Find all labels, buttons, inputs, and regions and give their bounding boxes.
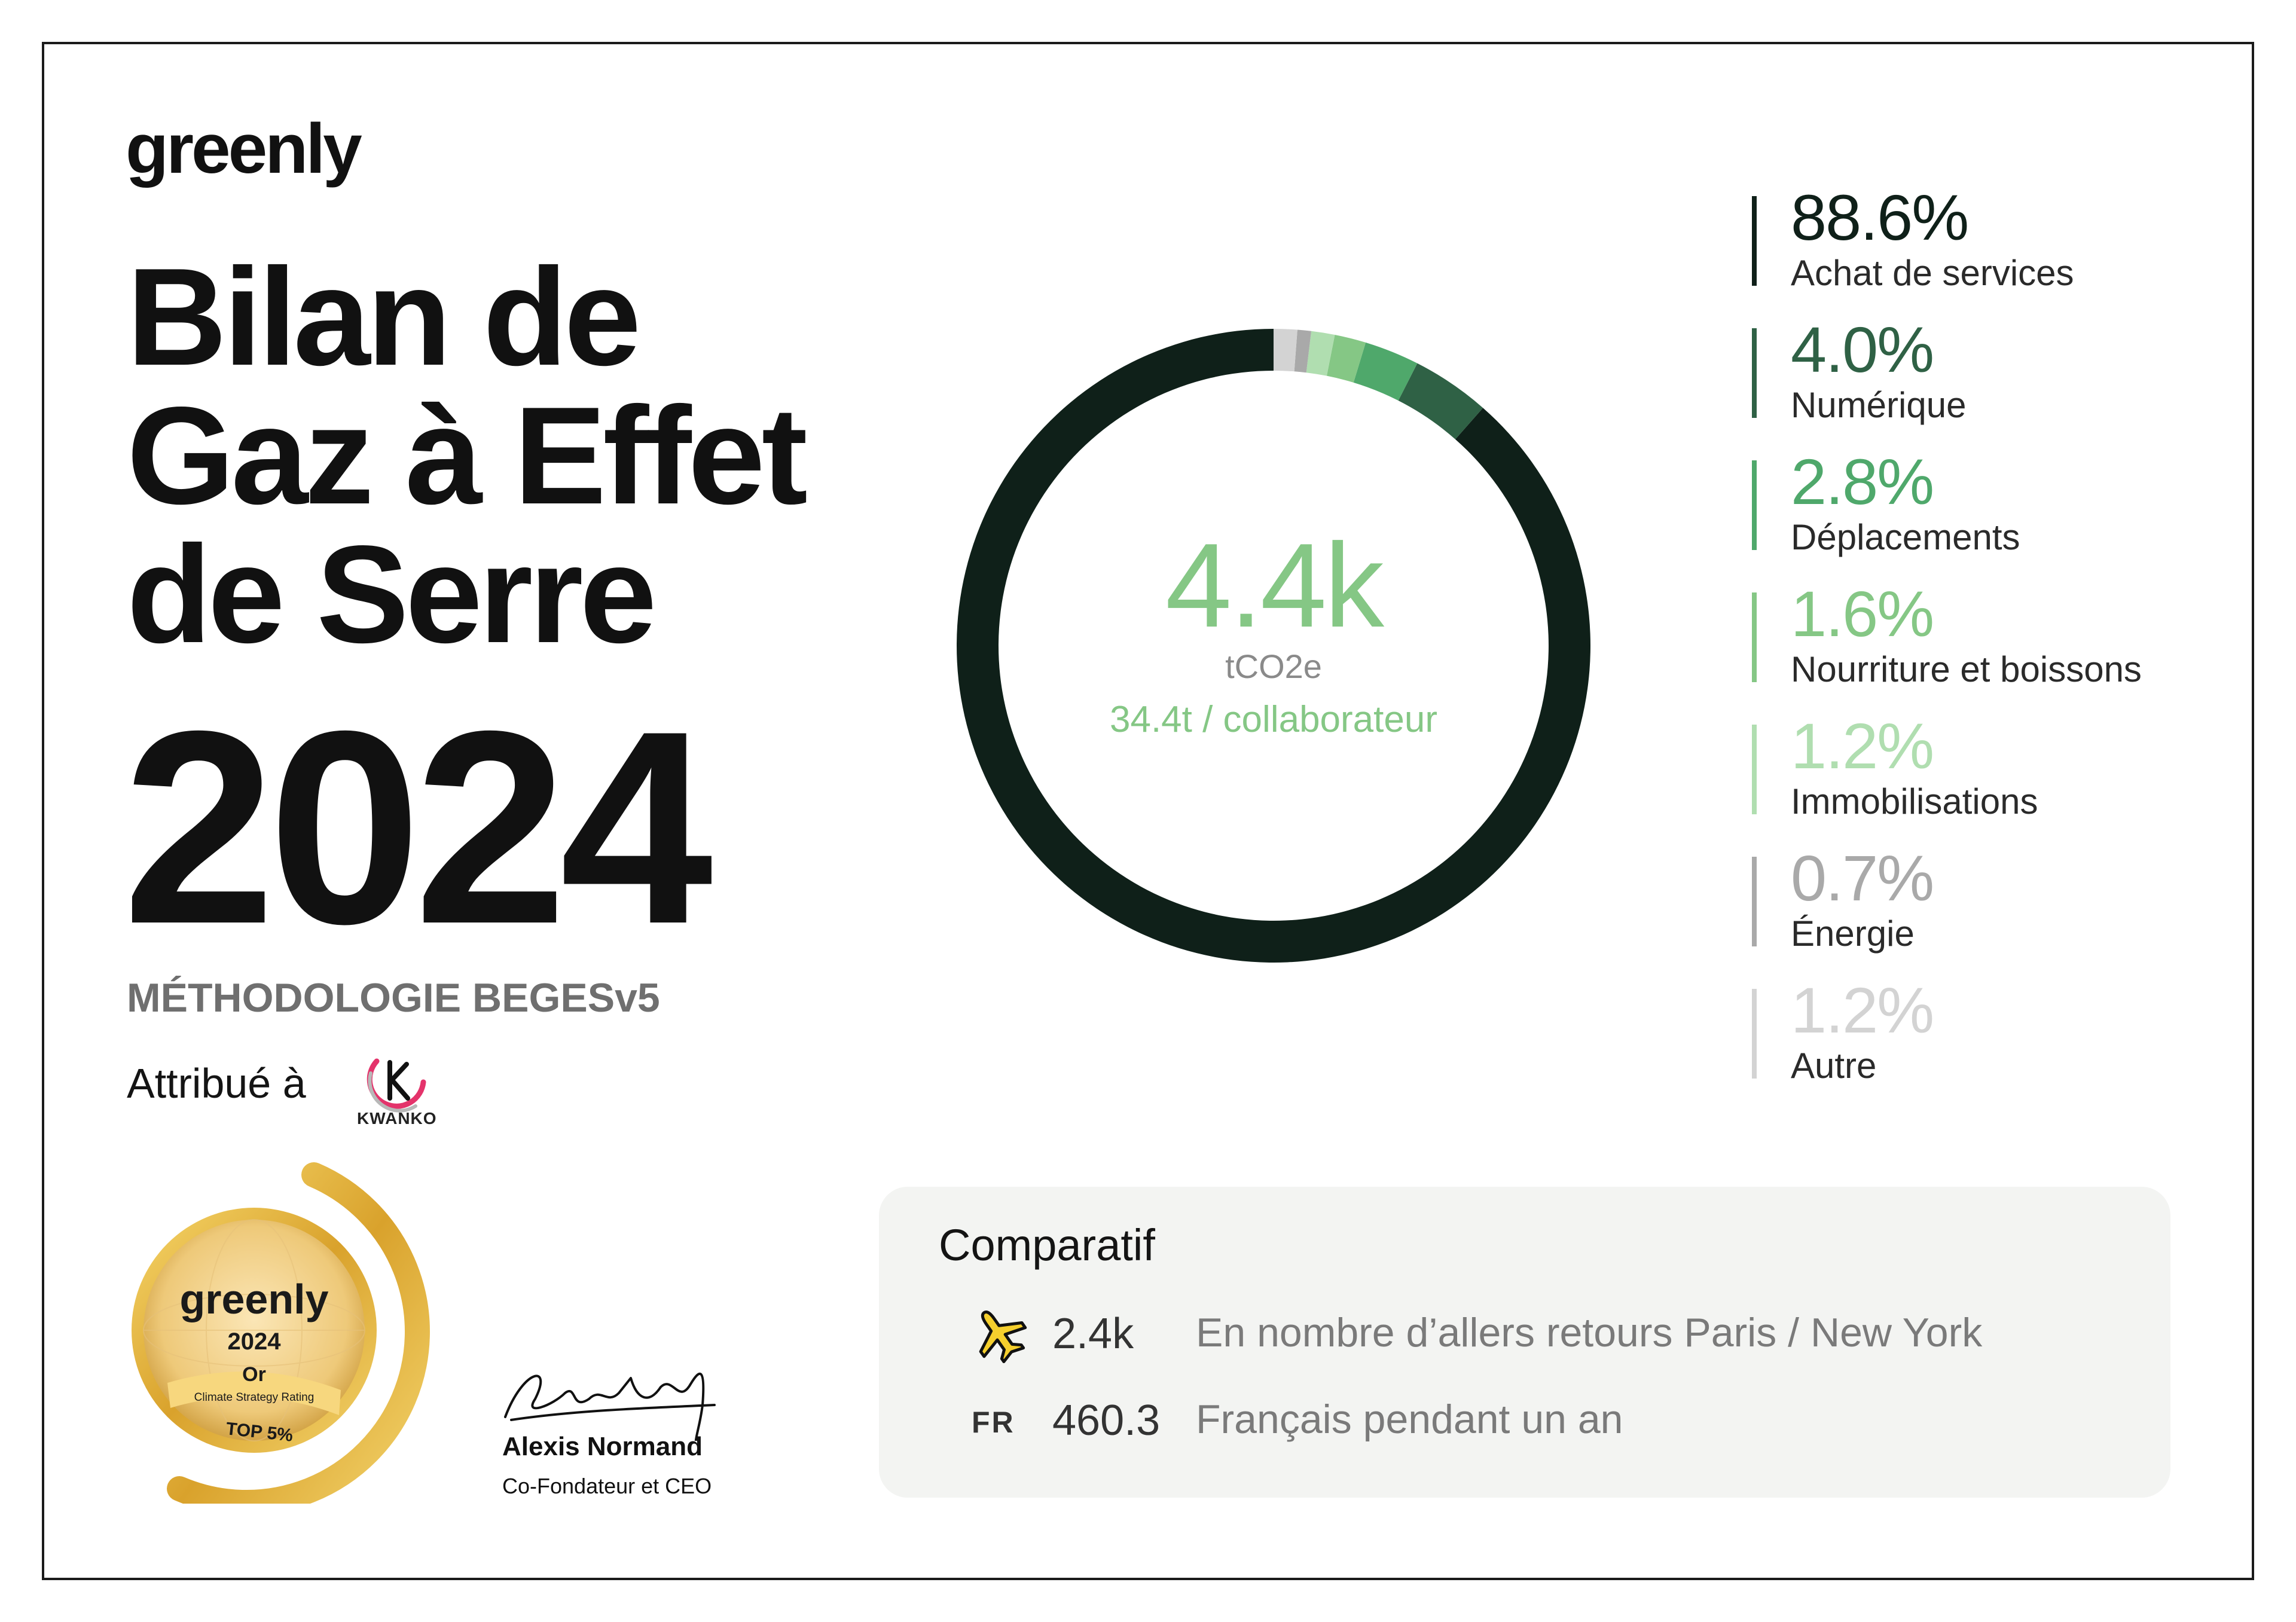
chart-legend: 88.6% Achat de services 4.0% Numérique 2.8% D… <box>1752 185 2242 1110</box>
legend-percentage: 0.7% <box>1791 842 1934 914</box>
legend-swatch <box>1752 857 1757 946</box>
title-line-2: Gaz à Effet <box>127 378 808 533</box>
attributed-to-label: Attribué à <box>127 1060 306 1107</box>
legend-label: Nourriture et boissons <box>1791 649 2142 689</box>
badge-level: Or <box>242 1363 266 1386</box>
legend-label: Énergie <box>1791 914 1915 954</box>
methodology-label: MÉTHODOLOGIE BEGESv5 <box>127 975 660 1021</box>
badge-rating: Climate Strategy Rating <box>194 1391 315 1404</box>
signatory-role: Co-Fondateur et CEO <box>502 1474 712 1498</box>
title-line-3: de Serre <box>127 517 657 672</box>
france-code-icon: FR <box>972 1406 1015 1439</box>
legend-item-1: 4.0% Numérique <box>1752 317 2242 450</box>
report-year: 2024 <box>123 674 713 981</box>
total-emissions-unit: tCO2e <box>1225 647 1322 685</box>
comparatif-panel: Comparatif 2.4k En nombre d’allers retou… <box>879 1187 2170 1498</box>
page-title: Bilan de Gaz à Effet de Serre <box>127 240 808 672</box>
emissions-per-employee: 34.4t / collaborateur <box>1109 699 1437 740</box>
airplane-icon <box>979 1311 1027 1363</box>
gold-rating-badge: greenly 2024 Or Climate Strategy Rating … <box>132 1162 430 1504</box>
legend-label: Déplacements <box>1791 517 2020 557</box>
legend-label: Autre <box>1791 1046 1877 1086</box>
legend-item-6: 1.2% Autre <box>1752 978 2242 1110</box>
title-line-1: Bilan de <box>127 240 641 395</box>
legend-item-4: 1.2% Immobilisations <box>1752 714 2242 846</box>
legend-percentage: 1.2% <box>1791 710 1934 782</box>
flights-comparison-label: En nombre d’allers retours Paris / New Y… <box>1196 1310 1983 1355</box>
signatory-name: Alexis Normand <box>502 1432 703 1461</box>
legend-swatch <box>1752 196 1757 286</box>
legend-swatch <box>1752 328 1757 418</box>
legend-swatch <box>1752 592 1757 682</box>
legend-item-3: 1.6% Nourriture et boissons <box>1752 582 2242 714</box>
badge-brand: greenly <box>180 1276 329 1322</box>
legend-label: Achat de services <box>1791 253 2074 293</box>
donut-slice-4 <box>1306 331 1335 376</box>
badge-year: 2024 <box>228 1328 282 1355</box>
donut-slice-1 <box>1398 363 1483 439</box>
emissions-donut-chart <box>957 329 1590 963</box>
legend-label: Numérique <box>1791 385 1967 425</box>
legend-swatch <box>1752 460 1757 550</box>
legend-label: Immobilisations <box>1791 781 2038 821</box>
legend-item-0: 88.6% Achat de services <box>1752 185 2242 317</box>
greenly-logo: greenly <box>126 109 362 188</box>
legend-percentage: 1.6% <box>1791 578 1934 650</box>
legend-swatch <box>1752 989 1757 1079</box>
donut-slice-3 <box>1326 335 1366 383</box>
legend-percentage: 88.6% <box>1791 181 1969 253</box>
comparatif-title: Comparatif <box>939 1220 1155 1270</box>
french-people-comparison-label: Français pendant un an <box>1196 1397 1623 1442</box>
signature-image <box>504 1373 716 1441</box>
flights-comparison-value: 2.4k <box>1052 1310 1134 1358</box>
legend-percentage: 2.8% <box>1791 445 1934 518</box>
donut-slice-2 <box>1353 342 1418 401</box>
legend-swatch <box>1752 725 1757 814</box>
certificate-frame <box>42 42 2254 1580</box>
kwanko-logo-icon <box>367 1058 426 1113</box>
total-emissions-value: 4.4k <box>1165 519 1384 652</box>
legend-percentage: 1.2% <box>1791 974 1934 1046</box>
donut-slice-5 <box>1294 329 1312 373</box>
kwanko-logo-label: KWANKO <box>357 1109 437 1128</box>
legend-percentage: 4.0% <box>1791 313 1934 386</box>
donut-slice-6 <box>1274 329 1297 372</box>
french-people-comparison-value: 460.3 <box>1052 1397 1161 1444</box>
legend-item-5: 0.7% Énergie <box>1752 846 2242 978</box>
legend-item-2: 2.8% Déplacements <box>1752 450 2242 582</box>
